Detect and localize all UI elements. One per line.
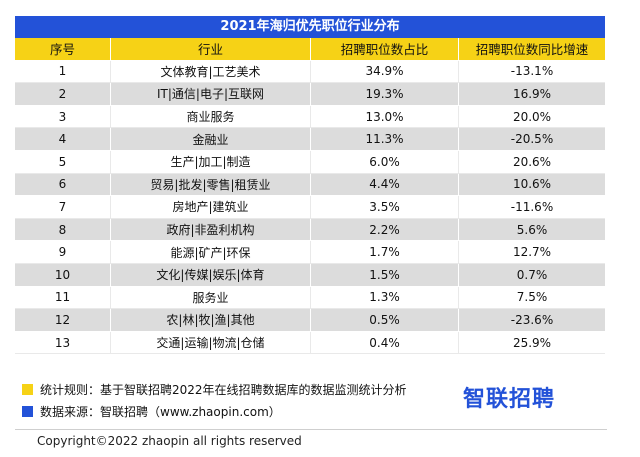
cell-index: 13 <box>15 331 111 355</box>
blue-square-icon <box>22 405 33 417</box>
header-index: 序号 <box>15 38 111 61</box>
table-row: 11 服务业 1.3% 7.5% <box>15 286 605 310</box>
cell-industry: 文化|传媒|娱乐|体育 <box>111 263 311 287</box>
cell-share: 6.0% <box>311 150 459 174</box>
note-source-text: 数据来源：智联招聘（www.zhaopin.com） <box>40 404 281 419</box>
table-row: 7 房地产|建筑业 3.5% -11.6% <box>15 196 605 219</box>
cell-growth: -13.1% <box>459 60 605 84</box>
cell-growth: 25.9% <box>459 331 605 355</box>
table-row: 6 贸易|批发|零售|租赁业 4.4% 10.6% <box>15 173 605 197</box>
table-row: 4 金融业 11.3% -20.5% <box>15 128 605 151</box>
cell-index: 4 <box>15 128 111 151</box>
cell-share: 2.2% <box>311 218 459 242</box>
cell-industry: 文体教育|工艺美术 <box>111 60 311 84</box>
table-body: 1 文体教育|工艺美术 34.9% -13.1% 2 IT|通信|电子|互联网 19.3% 1… <box>15 60 605 355</box>
cell-growth: 5.6% <box>459 218 605 242</box>
cell-industry: 生产|加工|制造 <box>111 150 311 174</box>
cell-growth: 10.6% <box>459 173 605 197</box>
cell-share: 11.3% <box>311 128 459 151</box>
cell-index: 5 <box>15 150 111 174</box>
table-row: 12 农|林|牧|渔|其他 0.5% -23.6% <box>15 309 605 332</box>
cell-industry: 贸易|批发|零售|租赁业 <box>111 173 311 197</box>
cell-share: 34.9% <box>311 60 459 84</box>
cell-index: 9 <box>15 241 111 264</box>
cell-share: 19.3% <box>311 83 459 106</box>
cell-growth: -11.6% <box>459 196 605 219</box>
cell-growth: -23.6% <box>459 309 605 332</box>
cell-growth: 20.6% <box>459 150 605 174</box>
cell-index: 6 <box>15 173 111 197</box>
cell-industry: 房地产|建筑业 <box>111 196 311 219</box>
cell-index: 3 <box>15 105 111 129</box>
table-row: 8 政府|非盈利机构 2.2% 5.6% <box>15 218 605 242</box>
header-growth: 招聘职位数同比增速 <box>459 38 605 61</box>
table-title: 2021年海归优先职位行业分布 <box>15 16 605 38</box>
header-industry: 行业 <box>111 38 311 61</box>
cell-industry: 农|林|牧|渔|其他 <box>111 309 311 332</box>
cell-index: 11 <box>15 286 111 310</box>
header-share: 招聘职位数占比 <box>311 38 459 61</box>
cell-index: 10 <box>15 263 111 287</box>
cell-growth: 0.7% <box>459 263 605 287</box>
cell-share: 4.4% <box>311 173 459 197</box>
table-row: 3 商业服务 13.0% 20.0% <box>15 105 605 129</box>
table-header-row: 序号 行业 招聘职位数占比 招聘职位数同比增速 <box>15 38 605 61</box>
cell-growth: 12.7% <box>459 241 605 264</box>
cell-share: 0.5% <box>311 309 459 332</box>
industry-table: 2021年海归优先职位行业分布 序号 行业 招聘职位数占比 招聘职位数同比增速 … <box>15 16 605 355</box>
cell-industry: IT|通信|电子|互联网 <box>111 83 311 106</box>
zhaopin-logo: 智联招聘 <box>463 387 556 412</box>
cell-industry: 政府|非盈利机构 <box>111 218 311 242</box>
cell-industry: 交通|运输|物流|仓储 <box>111 331 311 355</box>
cell-index: 2 <box>15 83 111 106</box>
table-row: 10 文化|传媒|娱乐|体育 1.5% 0.7% <box>15 263 605 287</box>
note-source: 数据来源：智联招聘（www.zhaopin.com） <box>22 400 407 422</box>
cell-index: 12 <box>15 309 111 332</box>
table-row: 5 生产|加工|制造 6.0% 20.6% <box>15 150 605 174</box>
divider <box>15 429 607 430</box>
cell-share: 13.0% <box>311 105 459 129</box>
cell-industry: 商业服务 <box>111 105 311 129</box>
footer-notes: 统计规则：基于智联招聘2022年在线招聘数据库的数据监测统计分析 数据来源：智联… <box>22 378 407 422</box>
cell-share: 3.5% <box>311 196 459 219</box>
cell-growth: 7.5% <box>459 286 605 310</box>
cell-index: 8 <box>15 218 111 242</box>
cell-index: 1 <box>15 60 111 84</box>
cell-growth: -20.5% <box>459 128 605 151</box>
yellow-square-icon <box>22 383 33 395</box>
table-row: 1 文体教育|工艺美术 34.9% -13.1% <box>15 60 605 84</box>
cell-share: 1.7% <box>311 241 459 264</box>
cell-industry: 金融业 <box>111 128 311 151</box>
cell-growth: 20.0% <box>459 105 605 129</box>
cell-share: 1.3% <box>311 286 459 310</box>
copyright-text: Copyright©2022 zhaopin all rights reserv… <box>37 434 302 448</box>
cell-share: 1.5% <box>311 263 459 287</box>
cell-industry: 能源|矿产|环保 <box>111 241 311 264</box>
table-row: 9 能源|矿产|环保 1.7% 12.7% <box>15 241 605 264</box>
cell-index: 7 <box>15 196 111 219</box>
note-rule-text: 统计规则：基于智联招聘2022年在线招聘数据库的数据监测统计分析 <box>40 382 407 397</box>
cell-share: 0.4% <box>311 331 459 355</box>
table-row: 2 IT|通信|电子|互联网 19.3% 16.9% <box>15 83 605 106</box>
table-row: 13 交通|运输|物流|仓储 0.4% 25.9% <box>15 331 605 355</box>
cell-industry: 服务业 <box>111 286 311 310</box>
note-rule: 统计规则：基于智联招聘2022年在线招聘数据库的数据监测统计分析 <box>22 378 407 400</box>
cell-growth: 16.9% <box>459 83 605 106</box>
